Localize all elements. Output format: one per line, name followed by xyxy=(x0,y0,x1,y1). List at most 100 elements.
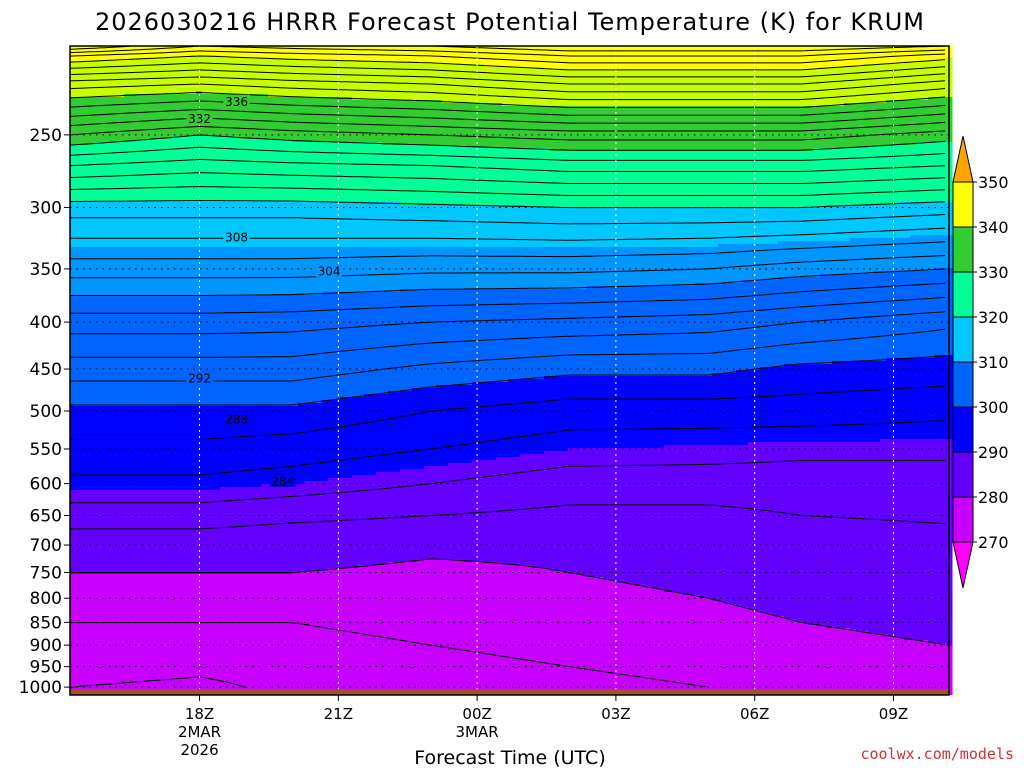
contour-fill-cell xyxy=(706,151,713,209)
contour-fill-cell xyxy=(478,289,485,383)
contour-fill-cell xyxy=(760,442,767,614)
contour-fill-cell xyxy=(754,280,761,371)
contour-fill-cell xyxy=(898,64,905,101)
contour-fill-cell xyxy=(922,61,929,101)
contour-fill-cell xyxy=(772,616,779,695)
contour-fill-cell xyxy=(916,640,923,695)
contour-fill-cell xyxy=(856,442,863,632)
contour-fill-cell xyxy=(484,382,491,461)
contour-fill-cell xyxy=(418,247,425,290)
contour-fill-cell xyxy=(646,247,653,287)
contour-fill-cell xyxy=(766,106,773,152)
contour-fill-cell xyxy=(874,634,881,695)
contour-fill-cell xyxy=(394,391,401,473)
contour-fill-cell xyxy=(166,490,173,575)
contour-fill-cell xyxy=(748,151,755,209)
contour-fill-cell xyxy=(502,205,509,248)
contour-fill-cell xyxy=(106,46,113,62)
contour-fill-cell xyxy=(586,208,593,248)
contour-fill-cell xyxy=(730,445,737,605)
contour-fill-cell xyxy=(574,208,581,248)
contour-fill-cell xyxy=(232,202,239,248)
contour-fill-cell xyxy=(640,106,647,152)
contour-fill-cell xyxy=(472,562,479,695)
contour-fill-cell xyxy=(262,139,269,203)
contour-fill-cell xyxy=(526,454,533,566)
contour-fill-cell xyxy=(928,142,935,203)
contour-fill-cell xyxy=(544,46,551,71)
contour-fill-cell xyxy=(100,574,107,695)
contour-fill-cell xyxy=(736,106,743,152)
contour-fill-cell xyxy=(304,97,311,143)
contour-fill-cell xyxy=(910,358,917,440)
contour-fill-cell xyxy=(268,139,275,203)
contour-fill-cell xyxy=(544,106,551,149)
contour-fill-cell xyxy=(526,148,533,209)
contour-fill-cell xyxy=(244,574,251,695)
contour-fill-cell xyxy=(424,388,431,467)
isotherm-line-306 xyxy=(70,227,946,241)
contour-fill-cell xyxy=(82,247,89,296)
contour-fill-cell xyxy=(850,442,857,632)
contour-fill-cell xyxy=(358,475,365,566)
contour-fill-cell xyxy=(100,406,107,491)
contour-fill-cell xyxy=(70,490,77,575)
contour-fill-cell xyxy=(868,442,875,635)
contour-fill-cell xyxy=(184,46,191,59)
isotherm-line-334 xyxy=(69,76,946,93)
contour-fill-cell xyxy=(634,376,641,449)
contour-fill-cell xyxy=(184,490,191,575)
contour-fill-cell xyxy=(634,46,641,71)
contour-fill-cell xyxy=(388,61,395,101)
contour-fill-cell xyxy=(670,151,677,209)
contour-fill-cell xyxy=(268,574,275,695)
contour-fill-cell xyxy=(496,562,503,695)
contour-fill-cell xyxy=(880,103,887,146)
contour-fill-cell xyxy=(514,289,521,380)
isotherm-line-312 xyxy=(69,185,946,196)
contour-fill-cell xyxy=(526,67,533,107)
colorbar-segment xyxy=(952,181,974,228)
contour-fill-cell xyxy=(664,46,671,71)
contour-fill-cell xyxy=(412,562,419,695)
contour-fill-cell xyxy=(184,202,191,248)
contour-fill-cell xyxy=(130,142,137,203)
contour-fill-cell xyxy=(424,289,431,389)
contour-fill-cell xyxy=(526,106,533,149)
isotherm-line-314 xyxy=(69,172,946,184)
contour-fill-cell xyxy=(220,295,227,407)
contour-fill-cell xyxy=(382,565,389,695)
contour-fill-cell xyxy=(208,295,215,407)
contour-fill-cell xyxy=(652,106,659,152)
contour-fill-cell xyxy=(658,208,665,248)
contour-fill-cell xyxy=(154,406,161,491)
contour-fill-cell xyxy=(196,295,203,407)
contour-fill-cell xyxy=(922,202,929,236)
contour-fill-cell xyxy=(694,445,701,596)
contour-fill-cell xyxy=(118,247,125,296)
contour-fill-cell xyxy=(508,67,515,107)
contour-fill-cell xyxy=(304,571,311,695)
contour-fill-cell xyxy=(640,286,647,377)
contour-fill-cell xyxy=(352,475,359,569)
contour-fill-cell xyxy=(628,376,635,449)
contour-fill-cell xyxy=(436,385,443,467)
contour-fill-cell xyxy=(106,142,113,203)
contour-fill-cell xyxy=(766,442,773,614)
contour-fill-cell xyxy=(76,406,83,491)
contour-fill-cell xyxy=(670,106,677,152)
contour-fill-cell xyxy=(820,364,827,443)
isotherm-line-336 xyxy=(69,69,946,85)
contour-fill-cell xyxy=(244,202,251,248)
contour-fill-cell xyxy=(376,565,383,695)
contour-fill-cell xyxy=(148,46,155,59)
contour-fill-cell xyxy=(724,70,731,107)
colorbar-label: 270 xyxy=(978,533,1009,552)
contour-fill-cell xyxy=(136,295,143,407)
contour-fill-cell xyxy=(130,247,137,296)
contour-fill-cell xyxy=(502,148,509,206)
isotherm-line-286 xyxy=(70,420,946,476)
contour-fill-cell xyxy=(322,202,329,248)
contour-fill-cell xyxy=(562,106,569,152)
contour-fill-cell xyxy=(250,487,257,575)
